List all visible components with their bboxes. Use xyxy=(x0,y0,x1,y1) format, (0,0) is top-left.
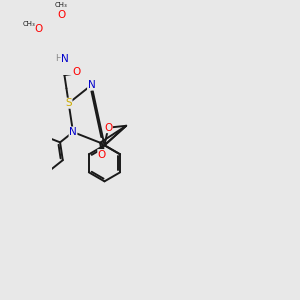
Text: O: O xyxy=(98,150,106,160)
Text: N: N xyxy=(69,127,77,137)
Text: CH₃: CH₃ xyxy=(55,2,68,8)
Text: O: O xyxy=(72,67,80,77)
Text: N: N xyxy=(88,80,95,90)
Text: O: O xyxy=(57,10,65,20)
Text: O: O xyxy=(104,123,112,133)
Text: O: O xyxy=(34,24,42,34)
Text: CH₃: CH₃ xyxy=(22,21,35,27)
Text: N: N xyxy=(61,54,69,64)
Text: S: S xyxy=(65,98,72,108)
Text: H: H xyxy=(55,54,62,63)
